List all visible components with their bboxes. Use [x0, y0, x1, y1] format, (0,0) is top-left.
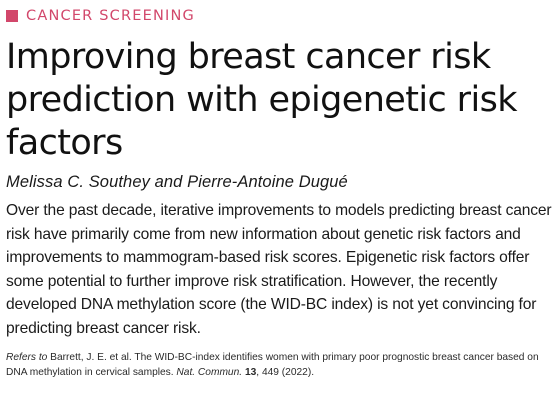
reference-note: Refers to Barrett, J. E. et al. The WID-…	[6, 350, 555, 380]
reference-pages-year: , 449 (2022).	[256, 366, 315, 378]
section-marker-square	[6, 10, 18, 22]
section-label: CANCER SCREENING	[26, 8, 195, 24]
reference-journal: Nat. Commun.	[176, 366, 243, 378]
reference-citation: Barrett, J. E. et al. The WID-BC-index i…	[6, 351, 539, 378]
article-title: Improving breast cancer risk prediction …	[6, 37, 517, 163]
section-tag: CANCER SCREENING	[6, 6, 553, 26]
reference-volume: 13	[244, 366, 257, 378]
article-abstract: Over the past decade, iterative improvem…	[6, 202, 552, 337]
reference-refers-to: Refers to	[6, 351, 48, 363]
article-authors: Melissa C. Southey and Pierre-Antoine Du…	[6, 173, 348, 191]
